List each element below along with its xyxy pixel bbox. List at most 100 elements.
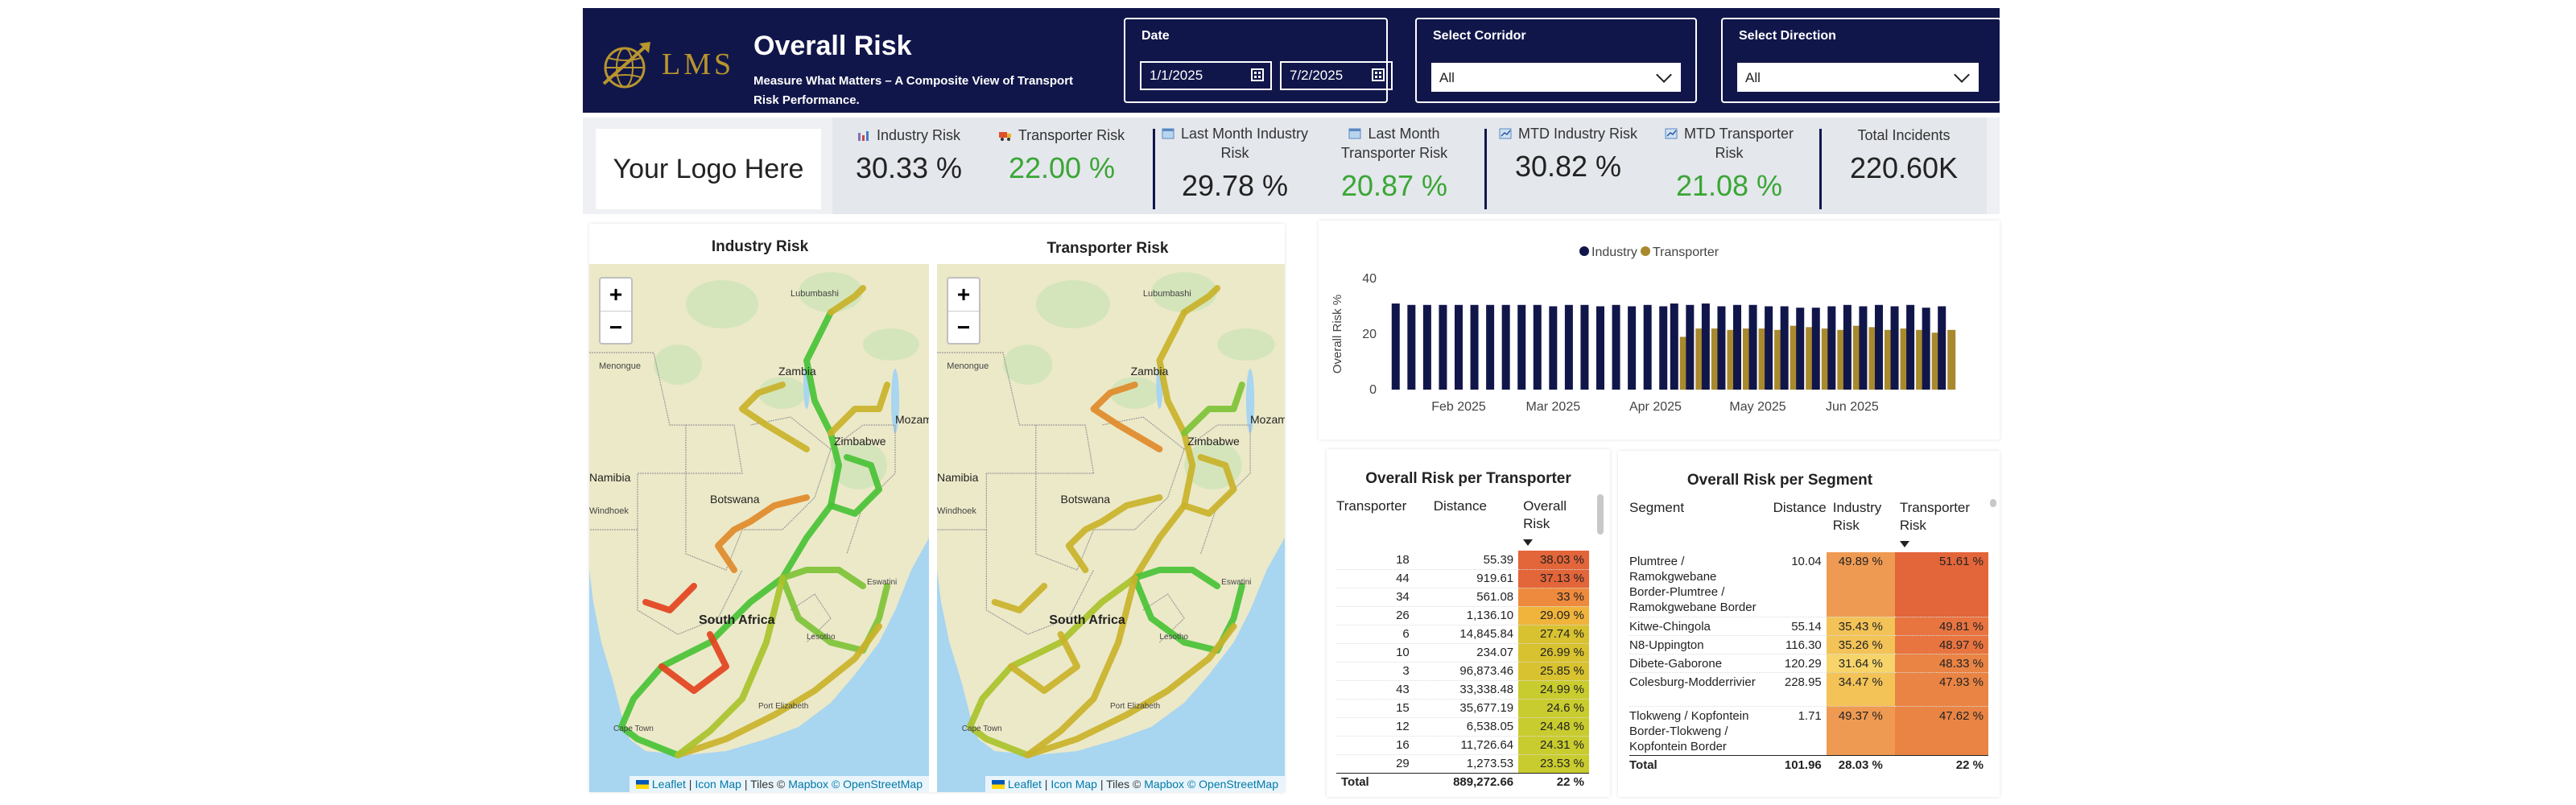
distance-cell: 228.95 xyxy=(1761,672,1827,707)
route-segment xyxy=(715,494,810,573)
kpi-label: MTD Transporter Risk xyxy=(1683,126,1794,161)
start-date-input[interactable]: 1/1/2025 xyxy=(1140,61,1272,90)
date-filter-label: Date xyxy=(1141,29,1170,43)
column-header[interactable]: Distance xyxy=(1773,500,1827,515)
osm-link[interactable]: © OpenStreetMap xyxy=(831,778,923,791)
zoom-in-button[interactable]: + xyxy=(956,282,971,307)
zoom-out-button[interactable]: − xyxy=(948,311,979,343)
zoom-in-button[interactable]: + xyxy=(609,282,623,307)
truck-icon xyxy=(998,132,1011,141)
chart-icon xyxy=(1665,128,1678,139)
route-segment xyxy=(828,382,890,436)
industry-bar xyxy=(1938,306,1946,390)
route-segment xyxy=(991,583,1048,613)
mapbox-link[interactable]: Mapbox xyxy=(788,778,829,791)
map-place-label: Eswatini xyxy=(1221,578,1251,587)
transporter-risk-map[interactable]: Zambia Zimbabwe Mozambique Namibia Botswana W… xyxy=(937,264,1285,792)
leaflet-link[interactable]: Leaflet xyxy=(1007,778,1042,791)
table-row[interactable]: 12 6,538.05 24.48 % xyxy=(1336,717,1589,737)
park-area xyxy=(1002,345,1053,385)
table-row[interactable]: Plumtree / Ramokgwebane Border-Plumtree … xyxy=(1629,552,1988,617)
transporter-table: Transporter Distance Overall Risk 18 55.3… xyxy=(1336,497,1589,791)
table-row[interactable]: Tlokweng / Kopfontein Border-Tlokweng / … xyxy=(1629,706,1988,756)
legend-marker xyxy=(1579,246,1589,256)
distance-cell: 120.29 xyxy=(1761,654,1827,673)
kpi-total-incidents: Total Incidents 220.60K xyxy=(1824,126,1984,185)
mapbox-link[interactable]: Mapbox xyxy=(1144,778,1185,791)
iconmap-link[interactable]: Icon Map xyxy=(1051,778,1097,791)
map-place-label: Lubumbashi xyxy=(791,289,839,299)
table-row[interactable]: 6 14,845.84 27.74 % xyxy=(1336,625,1589,644)
direction-select[interactable]: All xyxy=(1737,63,1979,92)
calendar-icon[interactable] xyxy=(1372,68,1385,81)
table-row[interactable]: Dibete-Gaborone 120.29 31.64 % 48.33 % xyxy=(1629,654,1988,673)
country-border xyxy=(830,424,896,555)
industry-bar xyxy=(1612,304,1620,390)
industry-bar xyxy=(1686,304,1695,390)
table-row[interactable]: 3 96,873.46 25.85 % xyxy=(1336,662,1589,681)
osm-link[interactable]: © OpenStreetMap xyxy=(1187,778,1278,791)
industry-bar xyxy=(1659,306,1668,390)
header-bar: LMS Overall Risk Measure What Matters – … xyxy=(583,8,2001,113)
leaflet-link[interactable]: Leaflet xyxy=(651,778,686,791)
kpi-label: Industry Risk xyxy=(876,127,961,143)
kpi-label: MTD Industry Risk xyxy=(1517,126,1638,142)
map-canvas[interactable]: Zambia Zimbabwe Mozambique Namibia Botswana W… xyxy=(589,264,929,792)
industry-bar xyxy=(1811,308,1820,390)
column-header-label: Transporter Risk xyxy=(1899,500,1971,533)
total-cell: Total xyxy=(1629,754,1761,774)
kpi-divider xyxy=(1484,129,1487,209)
table-row[interactable]: N8-Uppington 116.30 35.26 % 48.97 % xyxy=(1629,635,1988,654)
segment-cell: Kitwe-Chingola xyxy=(1629,617,1761,636)
scrollbar[interactable] xyxy=(1990,499,1996,507)
column-header[interactable]: Transporter xyxy=(1336,498,1407,514)
corridor-select[interactable]: All xyxy=(1431,63,1681,92)
column-header[interactable]: Overall Risk xyxy=(1518,497,1589,551)
table-row[interactable]: 44 919.61 37.13 % xyxy=(1336,569,1589,588)
sort-desc-icon xyxy=(1523,539,1534,546)
industry-risk-map[interactable]: Zambia Zimbabwe Mozambique Namibia Botswana W… xyxy=(589,264,929,792)
map-place-label: Windhoek xyxy=(589,506,629,516)
column-header[interactable]: Distance xyxy=(1433,498,1487,514)
table-row[interactable]: 34 561.08 33 % xyxy=(1336,588,1589,607)
route-segment xyxy=(675,623,882,758)
scrollbar[interactable] xyxy=(1597,494,1604,535)
park-area xyxy=(1217,328,1275,361)
transporter-bar xyxy=(1806,327,1814,390)
column-header[interactable]: Industry Risk xyxy=(1832,500,1882,533)
industry-bar xyxy=(1890,306,1899,390)
route-segment xyxy=(1131,567,1221,589)
risk-cell: 24.48 % xyxy=(1518,717,1589,737)
distance-cell: 561.08 xyxy=(1433,588,1519,607)
x-tick-label: Apr 2025 xyxy=(1629,400,1682,414)
industry-risk-cell: 49.89 % xyxy=(1826,552,1895,617)
route-segment xyxy=(1181,382,1245,436)
iconmap-link[interactable]: Icon Map xyxy=(695,778,741,791)
kpi-label: Total Incidents xyxy=(1857,127,1951,143)
table-row[interactable]: 43 33,338.48 24.99 % xyxy=(1336,680,1589,700)
transporter-bar xyxy=(1711,328,1719,390)
segment-table-panel: Overall Risk per Segment Segment Distanc… xyxy=(1618,451,2000,797)
table-row[interactable]: Kitwe-Chingola 55.14 35.43 % 49.81 % xyxy=(1629,617,1988,636)
end-date-input[interactable]: 7/2/2025 xyxy=(1280,61,1393,90)
table-row[interactable]: 29 1,273.53 23.53 % xyxy=(1336,754,1589,774)
zoom-out-button[interactable]: − xyxy=(601,311,631,343)
calendar-icon xyxy=(1162,128,1174,139)
y-axis-label: Overall Risk % xyxy=(1331,295,1344,374)
column-header[interactable]: Transporter Risk xyxy=(1895,499,1988,552)
table-row[interactable]: 26 1,136.10 29.09 % xyxy=(1336,606,1589,625)
table-row[interactable]: 10 234.07 26.99 % xyxy=(1336,643,1589,663)
table-row[interactable]: 16 11,726.64 24.31 % xyxy=(1336,736,1589,755)
map-place-label: Zimbabwe xyxy=(834,435,886,448)
table-row[interactable]: Colesburg-Modderrivier 228.95 34.47 % 47.93… xyxy=(1629,672,1988,707)
kpi-industry-risk: Industry Risk 30.33 % xyxy=(832,126,985,185)
column-header[interactable]: Segment xyxy=(1629,500,1685,515)
calendar-icon[interactable] xyxy=(1251,68,1264,81)
map-canvas[interactable]: Zambia Zimbabwe Mozambique Namibia Botswana W… xyxy=(937,264,1285,792)
table-row[interactable]: 15 35,677.19 24.6 % xyxy=(1336,699,1589,718)
kpi-label: Transporter Risk xyxy=(1018,127,1125,143)
table-row[interactable]: 18 55.39 38.03 % xyxy=(1336,551,1589,570)
risk-cell: 26.99 % xyxy=(1518,643,1589,663)
distance-cell: 33,338.48 xyxy=(1433,680,1519,700)
route-segment xyxy=(1090,382,1163,452)
